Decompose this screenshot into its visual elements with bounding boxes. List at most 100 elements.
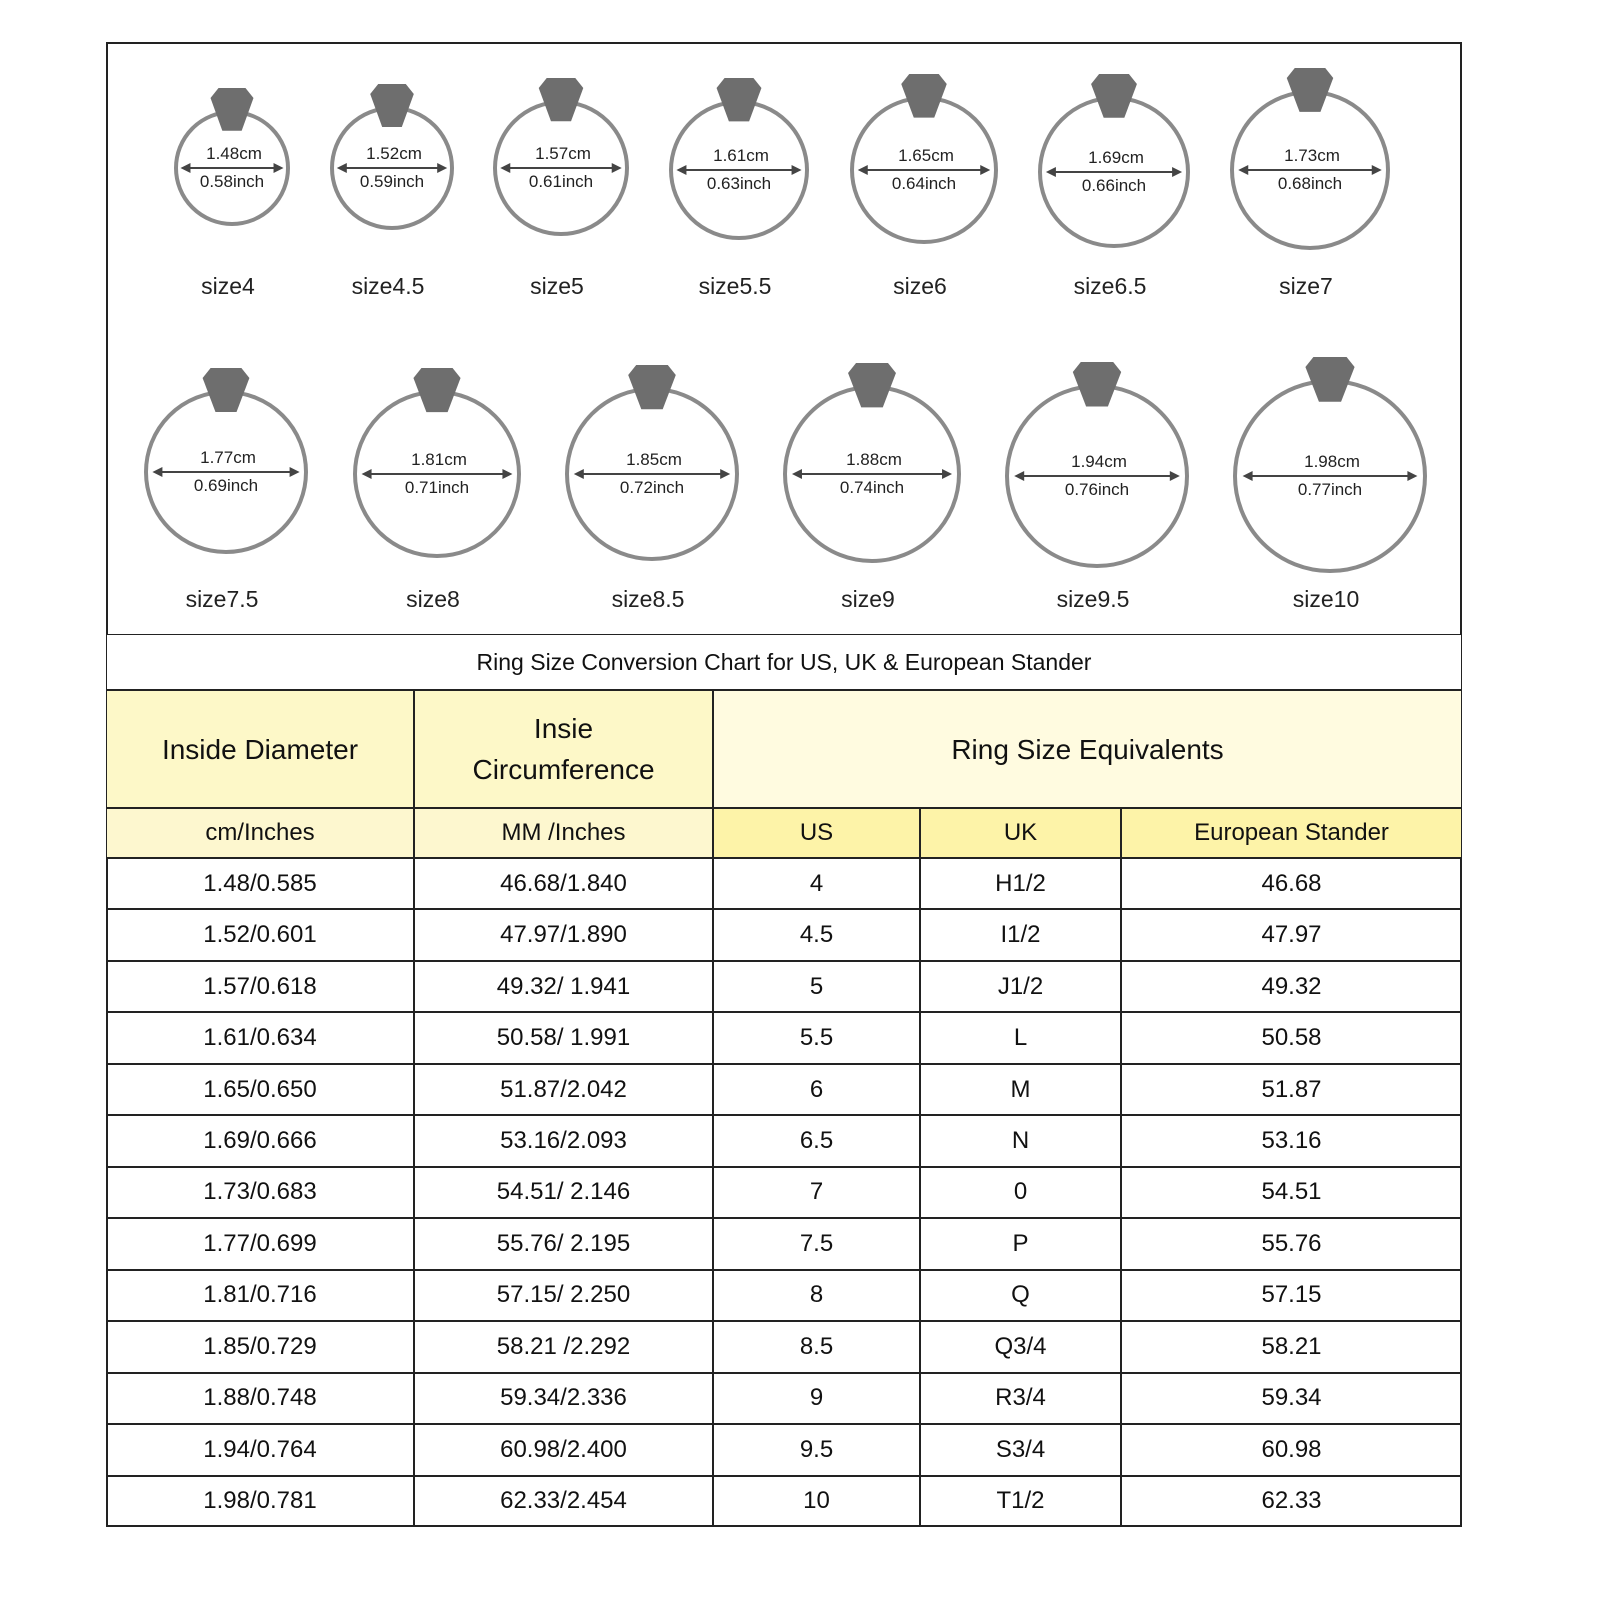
header-inside-circumference: Insie Circumference — [414, 690, 713, 808]
table-cell: 54.51 — [1121, 1166, 1462, 1219]
table-cell: 55.76 — [1121, 1218, 1462, 1270]
ring-size7: 1.73cm 0.68inch size7 — [1230, 68, 1390, 299]
table-cell: 1.61/0.634 — [106, 1012, 414, 1064]
table-cell: 1.88/0.748 — [106, 1372, 414, 1425]
table-cell: 8 — [713, 1269, 920, 1322]
table-cell: 10 — [713, 1475, 920, 1527]
table-cell: 5 — [713, 960, 920, 1013]
gem-icon — [538, 78, 584, 122]
gem-icon — [370, 84, 414, 127]
table-cell: 47.97/1.890 — [414, 909, 713, 961]
gem-icon — [1286, 68, 1334, 112]
gem-icon — [901, 74, 947, 118]
diameter-inch: 0.71inch — [405, 478, 469, 497]
table-cell: 58.21 /2.292 — [414, 1321, 713, 1373]
arrow-right-icon — [1407, 471, 1418, 481]
arrow-right-icon — [611, 163, 622, 173]
arrow-right-icon — [791, 165, 802, 175]
table-cell: J1/2 — [920, 960, 1121, 1013]
arrow-right-icon — [502, 469, 513, 479]
table-cell: H1/2 — [920, 858, 1121, 910]
table-cell: 6 — [713, 1063, 920, 1116]
ring-size4: 1.48cm 0.58inch size4 — [174, 88, 290, 299]
arrow-left-icon — [180, 163, 191, 173]
ring-size-illustrations: 1.48cm 0.58inch size4 1.52cm 0.59inch size4.5… — [144, 68, 1427, 612]
arrow-left-icon — [573, 469, 584, 479]
table-cell: 57.15 — [1121, 1269, 1462, 1322]
gem-icon — [210, 88, 254, 131]
table-cell: 9 — [713, 1372, 920, 1425]
table-cell: 1.52/0.601 — [106, 909, 414, 961]
table-cell: 53.16 — [1121, 1115, 1462, 1167]
ring-size9: 1.88cm 0.74inch size9 — [783, 363, 961, 612]
size-label: size4 — [201, 273, 255, 299]
table-cell: 49.32/ 1.941 — [414, 960, 713, 1013]
table-cell: 9.5 — [713, 1424, 920, 1476]
gem-icon — [202, 368, 250, 412]
table-cell: 1.65/0.650 — [106, 1063, 414, 1116]
ring-size8.5: 1.85cm 0.72inch size8.5 — [565, 365, 739, 612]
diameter-cm: 1.85cm — [626, 450, 682, 469]
arrow-right-icon — [1371, 165, 1382, 175]
diameter-cm: 1.88cm — [846, 450, 902, 469]
size-label: size6 — [893, 273, 947, 299]
diameter-cm: 1.77cm — [200, 448, 256, 467]
table-cell: 1.48/0.585 — [106, 858, 414, 910]
ring-size8: 1.81cm 0.71inch size8 — [353, 368, 521, 612]
table-cell: R3/4 — [920, 1372, 1121, 1425]
table-cell: 1.69/0.666 — [106, 1115, 414, 1167]
diameter-inch: 0.74inch — [840, 478, 904, 497]
diameter-inch: 0.59inch — [360, 172, 424, 191]
table-cell: 6.5 — [713, 1115, 920, 1167]
table-cell: 0 — [920, 1166, 1121, 1219]
table-cell: 62.33 — [1121, 1475, 1462, 1527]
table-cell: Q3/4 — [920, 1321, 1121, 1373]
arrow-left-icon — [1242, 471, 1253, 481]
table-cell: 62.33/2.454 — [414, 1475, 713, 1527]
subheader-2: US — [713, 808, 920, 858]
diameter-inch: 0.76inch — [1065, 480, 1129, 499]
gem-icon — [848, 363, 896, 408]
subheader-1: MM /Inches — [414, 808, 713, 858]
arrow-left-icon — [152, 467, 163, 477]
ring-size6: 1.65cm 0.64inch size6 — [850, 74, 998, 299]
diameter-inch: 0.64inch — [892, 174, 956, 193]
table-cell: L — [920, 1012, 1121, 1064]
ring-size5: 1.57cm 0.61inch size5 — [493, 78, 629, 299]
diameter-cm: 1.94cm — [1071, 452, 1127, 471]
table-cell: T1/2 — [920, 1475, 1121, 1527]
gem-icon — [413, 368, 461, 413]
size-label: size8.5 — [612, 586, 685, 612]
diameter-inch: 0.77inch — [1298, 480, 1362, 499]
subheader-0: cm/Inches — [106, 808, 414, 858]
size-label: size7 — [1279, 273, 1333, 299]
ring-size5.5: 1.61cm 0.63inch size5.5 — [669, 78, 809, 299]
table-cell: 1.98/0.781 — [106, 1475, 414, 1527]
diameter-inch: 0.66inch — [1082, 176, 1146, 195]
arrow-right-icon — [980, 165, 991, 175]
diameter-inch: 0.69inch — [194, 476, 258, 495]
table-title: Ring Size Conversion Chart for US, UK & … — [106, 634, 1462, 690]
diameter-inch: 0.63inch — [707, 174, 771, 193]
diameter-cm: 1.73cm — [1284, 146, 1340, 165]
gem-icon — [1091, 74, 1137, 118]
table-cell: 53.16/2.093 — [414, 1115, 713, 1167]
diameter-inch: 0.68inch — [1278, 174, 1342, 193]
arrow-left-icon — [857, 165, 868, 175]
table-cell: 57.15/ 2.250 — [414, 1269, 713, 1322]
subheader-3: UK — [920, 808, 1121, 858]
table-cell: 60.98/2.400 — [414, 1424, 713, 1476]
ring-size4.5: 1.52cm 0.59inch size4.5 — [330, 84, 454, 299]
table-cell: 7 — [713, 1166, 920, 1219]
subheader-4: European Stander — [1121, 808, 1462, 858]
arrow-left-icon — [1014, 471, 1025, 481]
table-cell: I1/2 — [920, 909, 1121, 961]
arrow-left-icon — [361, 469, 372, 479]
table-cell: 8.5 — [713, 1321, 920, 1373]
table-cell: 4.5 — [713, 909, 920, 961]
gem-icon — [1072, 362, 1122, 407]
arrow-left-icon — [336, 163, 347, 173]
table-cell: 55.76/ 2.195 — [414, 1218, 713, 1270]
ring-size6.5: 1.69cm 0.66inch size6.5 — [1038, 74, 1190, 299]
size-label: size9.5 — [1057, 586, 1130, 612]
